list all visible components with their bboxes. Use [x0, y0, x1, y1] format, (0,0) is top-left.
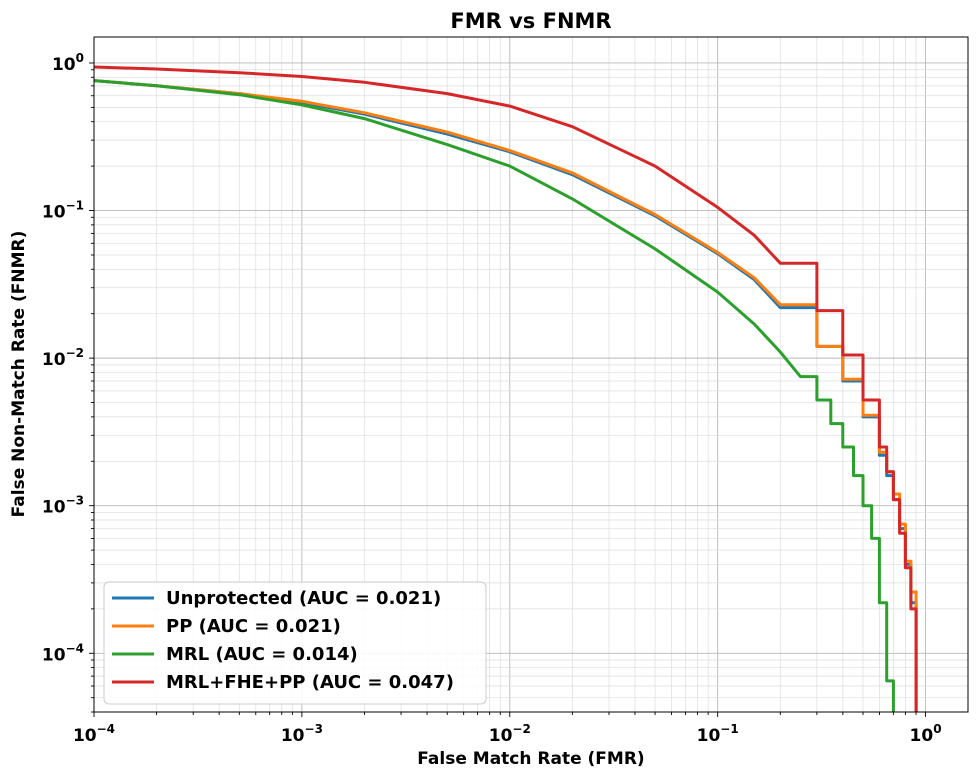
legend-box — [103, 581, 487, 705]
ticks — [89, 62, 927, 717]
x-tick-labels: 10−4 10−3 10−2 10−1 100 — [73, 722, 942, 746]
y-tick-labels: 10−4 10−3 10−2 10−1 100 — [42, 51, 84, 665]
legend-label: PP (AUC = 0.021) — [166, 616, 341, 637]
x-tick-label: 10−2 — [489, 722, 531, 746]
legend-label: MRL+FHE+PP (AUC = 0.047) — [166, 672, 454, 693]
y-tick-label: 10−1 — [42, 199, 84, 223]
y-axis-label: False Non-Match Rate (FNMR) — [9, 231, 29, 518]
legend: Unprotected (AUC = 0.021) PP (AUC = 0.021… — [103, 581, 487, 705]
x-tick-label: 10−1 — [697, 722, 739, 746]
y-tick-label: 10−2 — [42, 346, 84, 370]
x-tick-label: 10−3 — [281, 722, 323, 746]
chart-title: FMR vs FNMR — [450, 9, 611, 33]
y-tick-label: 10−4 — [42, 641, 84, 665]
plot-frame — [93, 36, 969, 713]
series-layer — [94, 65, 918, 712]
legend-label: Unprotected (AUC = 0.021) — [166, 588, 441, 609]
y-tick-label: 10−3 — [42, 494, 84, 518]
x-axis-label: False Match Rate (FMR) — [417, 749, 644, 769]
series-line — [94, 79, 895, 712]
x-tick-label: 100 — [910, 722, 942, 746]
x-tick-label: 10−4 — [73, 722, 115, 746]
legend-label: MRL (AUC = 0.014) — [166, 644, 358, 665]
y-tick-label: 100 — [52, 51, 84, 75]
series-line — [94, 65, 918, 712]
